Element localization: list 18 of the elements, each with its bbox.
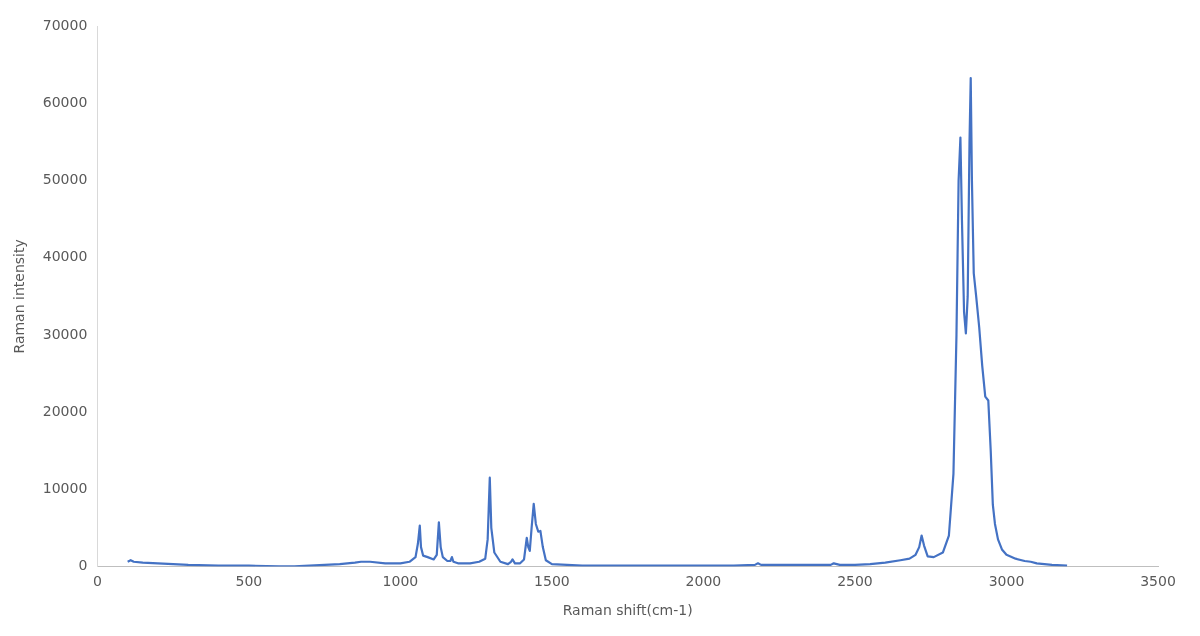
- x-tick-label: 3000: [988, 573, 1025, 590]
- y-tick-label: 10000: [42, 479, 88, 496]
- x-tick-label: 2500: [837, 573, 873, 590]
- x-tick-label: 1500: [534, 573, 570, 590]
- x-tick-label: 500: [235, 573, 263, 590]
- y-tick-label: 60000: [42, 94, 88, 111]
- x-tick-label: 0: [92, 573, 102, 590]
- x-tick-label: 1000: [382, 573, 419, 590]
- x-tick-label: 2000: [685, 573, 722, 590]
- x-axis-title: Raman shift(cm-1): [562, 602, 693, 619]
- y-tick-label: 70000: [42, 17, 88, 34]
- y-axis-title: Raman intensity: [11, 239, 28, 354]
- y-tick-label: 30000: [42, 325, 88, 342]
- y-tick-label: 50000: [42, 171, 88, 188]
- y-tick-label: 40000: [42, 248, 88, 265]
- x-tick-label: 3500: [1140, 573, 1176, 590]
- y-tick-label: 20000: [42, 402, 88, 419]
- y-tick-label: 0: [78, 557, 88, 574]
